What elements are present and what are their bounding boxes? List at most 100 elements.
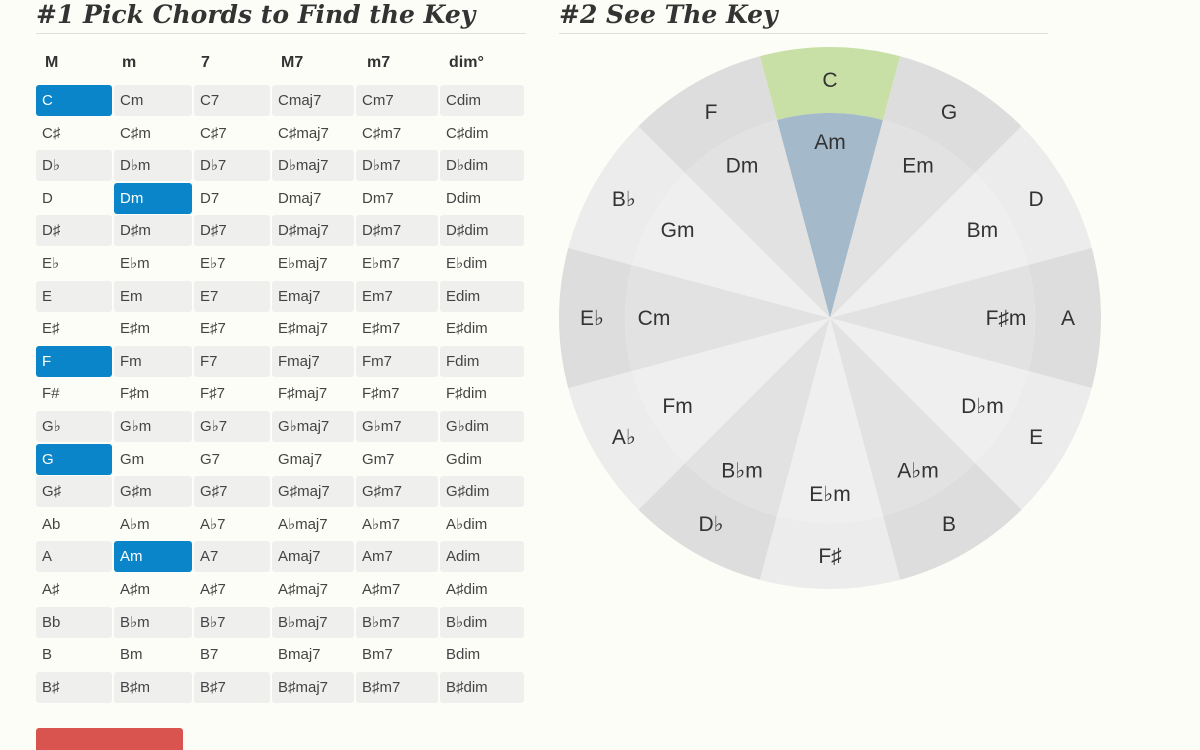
chord-cell[interactable]: A♯m7 [362, 581, 401, 598]
chord-cell[interactable]: C♯ [42, 125, 61, 142]
chord-cell[interactable]: E7 [194, 281, 270, 312]
chord-cell[interactable]: Ab [42, 516, 61, 533]
chord-cell[interactable]: B♭7 [194, 607, 270, 638]
chord-cell[interactable]: G♭m7 [356, 411, 438, 442]
chord-cell[interactable]: Em [114, 281, 192, 312]
chord-cell[interactable]: G♯dim [440, 476, 524, 507]
chord-cell[interactable]: E♯m [120, 320, 150, 337]
chord-cell[interactable]: C♯m [120, 125, 151, 142]
chord-cell[interactable]: G♯m7 [356, 476, 438, 507]
chord-cell[interactable]: C♯m7 [362, 125, 402, 142]
chord-cell[interactable]: D♯dim [440, 215, 524, 246]
chord-cell[interactable]: D7 [200, 190, 220, 207]
chord-cell[interactable]: B♭m7 [356, 607, 438, 638]
chord-cell[interactable]: G♭ [36, 411, 112, 442]
chord-cell[interactable]: Em7 [356, 281, 438, 312]
chord-cell[interactable]: Dm7 [362, 190, 394, 207]
chord-cell[interactable]: Amaj7 [272, 541, 354, 572]
chord-cell[interactable]: A♯maj7 [278, 581, 329, 598]
chord-cell[interactable]: Gmaj7 [278, 451, 323, 468]
chord-cell[interactable]: E♯dim [446, 320, 488, 337]
chord-cell[interactable]: E♯maj7 [278, 320, 329, 337]
chord-cell[interactable]: A♯ [42, 581, 60, 598]
chord-cell[interactable]: Fdim [440, 346, 524, 377]
chord-cell[interactable]: E♭maj7 [278, 255, 328, 272]
chord-cell[interactable]: Gdim [446, 451, 482, 468]
chord-cell[interactable]: D♭m7 [356, 150, 438, 181]
chord-cell[interactable]: Ddim [446, 190, 482, 207]
chord-cell[interactable]: Fm7 [356, 346, 438, 377]
chord-cell[interactable]: B♭dim [440, 607, 524, 638]
chord-cell[interactable]: B♯ [36, 672, 112, 703]
chord-cell[interactable]: Fmaj7 [272, 346, 354, 377]
chord-cell[interactable]: Cm [114, 85, 192, 116]
chord-cell[interactable]: G♭dim [440, 411, 524, 442]
chord-cell[interactable]: Emaj7 [272, 281, 354, 312]
chord-cell[interactable]: B♯dim [440, 672, 524, 703]
chord-cell[interactable]: Dm [114, 183, 192, 214]
chord-cell[interactable]: E♭dim [446, 255, 488, 272]
chord-cell[interactable]: A♯m [120, 581, 150, 598]
chord-cell[interactable]: A♭7 [200, 516, 226, 533]
chord-cell[interactable]: B [42, 646, 53, 663]
chord-cell[interactable]: B♯m [114, 672, 192, 703]
chord-cell[interactable]: F [36, 346, 112, 377]
chord-cell[interactable]: A♭m [120, 516, 150, 533]
chord-cell[interactable]: G♭7 [194, 411, 270, 442]
chord-cell[interactable]: Cdim [440, 85, 524, 116]
chord-cell[interactable]: Adim [440, 541, 524, 572]
chord-cell[interactable]: B♭maj7 [272, 607, 354, 638]
chord-cell[interactable]: D [42, 190, 53, 207]
chord-cell[interactable]: A7 [194, 541, 270, 572]
chord-cell[interactable]: E♭m7 [362, 255, 400, 272]
chord-cell[interactable]: D♯ [36, 215, 112, 246]
chord-cell[interactable]: Am7 [356, 541, 438, 572]
chord-cell[interactable]: C♯dim [446, 125, 489, 142]
chord-cell[interactable]: A♯dim [446, 581, 488, 598]
chord-cell[interactable]: C7 [194, 85, 270, 116]
chord-cell[interactable]: D♯maj7 [272, 215, 354, 246]
chord-cell[interactable]: B♯m7 [356, 672, 438, 703]
chord-cell[interactable]: A♭dim [446, 516, 488, 533]
chord-cell[interactable]: G♭m [114, 411, 192, 442]
chord-cell[interactable]: Bm [120, 646, 143, 663]
chord-cell[interactable]: D♭maj7 [272, 150, 354, 181]
chord-cell[interactable]: D♯7 [194, 215, 270, 246]
chord-cell[interactable]: Bmaj7 [278, 646, 321, 663]
chord-cell[interactable]: E♯m7 [362, 320, 401, 337]
chord-cell[interactable]: C♯maj7 [278, 125, 329, 142]
chord-cell[interactable]: Edim [440, 281, 524, 312]
chord-cell[interactable]: C♯7 [200, 125, 227, 142]
chord-cell[interactable]: Bm7 [362, 646, 393, 663]
chord-cell[interactable]: A♭maj7 [278, 516, 328, 533]
chord-cell[interactable]: F# [42, 385, 60, 402]
chord-cell[interactable]: G♯7 [194, 476, 270, 507]
chord-cell[interactable]: D♯m [114, 215, 192, 246]
chord-cell[interactable]: Gm [120, 451, 145, 468]
chord-cell[interactable]: Cm7 [356, 85, 438, 116]
chord-cell[interactable]: D♭dim [440, 150, 524, 181]
chord-cell[interactable]: E♭7 [200, 255, 226, 272]
chord-cell[interactable]: D♭m [114, 150, 192, 181]
chord-cell[interactable]: E [36, 281, 112, 312]
chord-cell[interactable]: Bb [36, 607, 112, 638]
chord-cell[interactable]: B7 [200, 646, 219, 663]
chord-cell[interactable]: B♯maj7 [272, 672, 354, 703]
chord-cell[interactable]: G♯ [36, 476, 112, 507]
chord-cell[interactable]: C [36, 85, 112, 116]
chord-cell[interactable]: F7 [194, 346, 270, 377]
chord-cell[interactable]: D♯m7 [356, 215, 438, 246]
chord-cell[interactable]: Dmaj7 [278, 190, 322, 207]
chord-cell[interactable]: F♯7 [200, 385, 226, 402]
chord-cell[interactable]: Bdim [446, 646, 481, 663]
chord-cell[interactable]: G7 [200, 451, 221, 468]
chord-cell[interactable]: E♯7 [200, 320, 226, 337]
chord-cell[interactable]: G♯m [114, 476, 192, 507]
chord-cell[interactable]: D♭7 [194, 150, 270, 181]
chord-cell[interactable]: E♭ [42, 255, 60, 272]
chord-cell[interactable]: D♭ [36, 150, 112, 181]
chord-cell[interactable]: Cmaj7 [272, 85, 354, 116]
chord-cell[interactable]: A♭m7 [362, 516, 400, 533]
chord-cell[interactable]: E♭m [120, 255, 150, 272]
chord-cell[interactable]: Fm [114, 346, 192, 377]
